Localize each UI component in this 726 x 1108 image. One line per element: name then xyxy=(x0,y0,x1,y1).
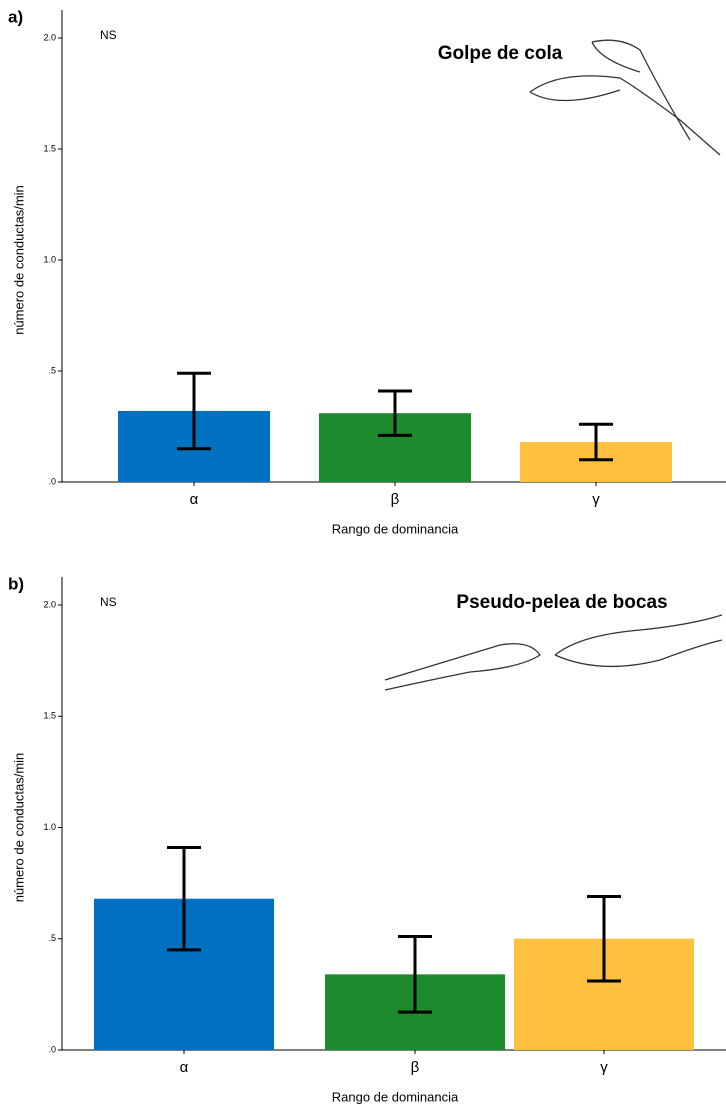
y-tick-label: .5 xyxy=(48,365,56,375)
chart-title: Pseudo-pelea de bocas xyxy=(456,592,667,613)
x-tick-label: α xyxy=(190,491,199,508)
y-tick-label: 2.0 xyxy=(43,599,56,609)
x-axis-label: Rango de dominancia xyxy=(332,521,459,536)
panel-label: b) xyxy=(8,574,24,593)
chart-title: Golpe de cola xyxy=(438,43,563,64)
note: NS xyxy=(100,595,117,609)
x-tick-label: α xyxy=(180,1059,189,1076)
y-tick-label: .0 xyxy=(48,476,56,486)
x-tick-label: β xyxy=(391,491,400,508)
y-tick-label: .5 xyxy=(48,933,56,943)
x-tick-label: γ xyxy=(600,1059,608,1076)
x-axis-label: Rango de dominancia xyxy=(332,1089,459,1104)
y-tick-label: 2.0 xyxy=(43,32,56,42)
y-tick-label: 1.0 xyxy=(43,254,56,264)
y-tick-label: 1.0 xyxy=(43,822,56,832)
note: NS xyxy=(100,28,117,42)
x-tick-label: γ xyxy=(592,491,600,508)
fish-drawing xyxy=(384,39,723,691)
y-tick-label: 1.5 xyxy=(43,711,56,721)
y-axis-label: número de conductas/min xyxy=(11,753,26,903)
x-tick-label: β xyxy=(411,1059,420,1076)
y-tick-label: 1.5 xyxy=(43,143,56,153)
y-axis-label: número de conductas/min xyxy=(11,185,26,335)
y-tick-label: .0 xyxy=(48,1044,56,1054)
panel-label: a) xyxy=(8,7,23,26)
